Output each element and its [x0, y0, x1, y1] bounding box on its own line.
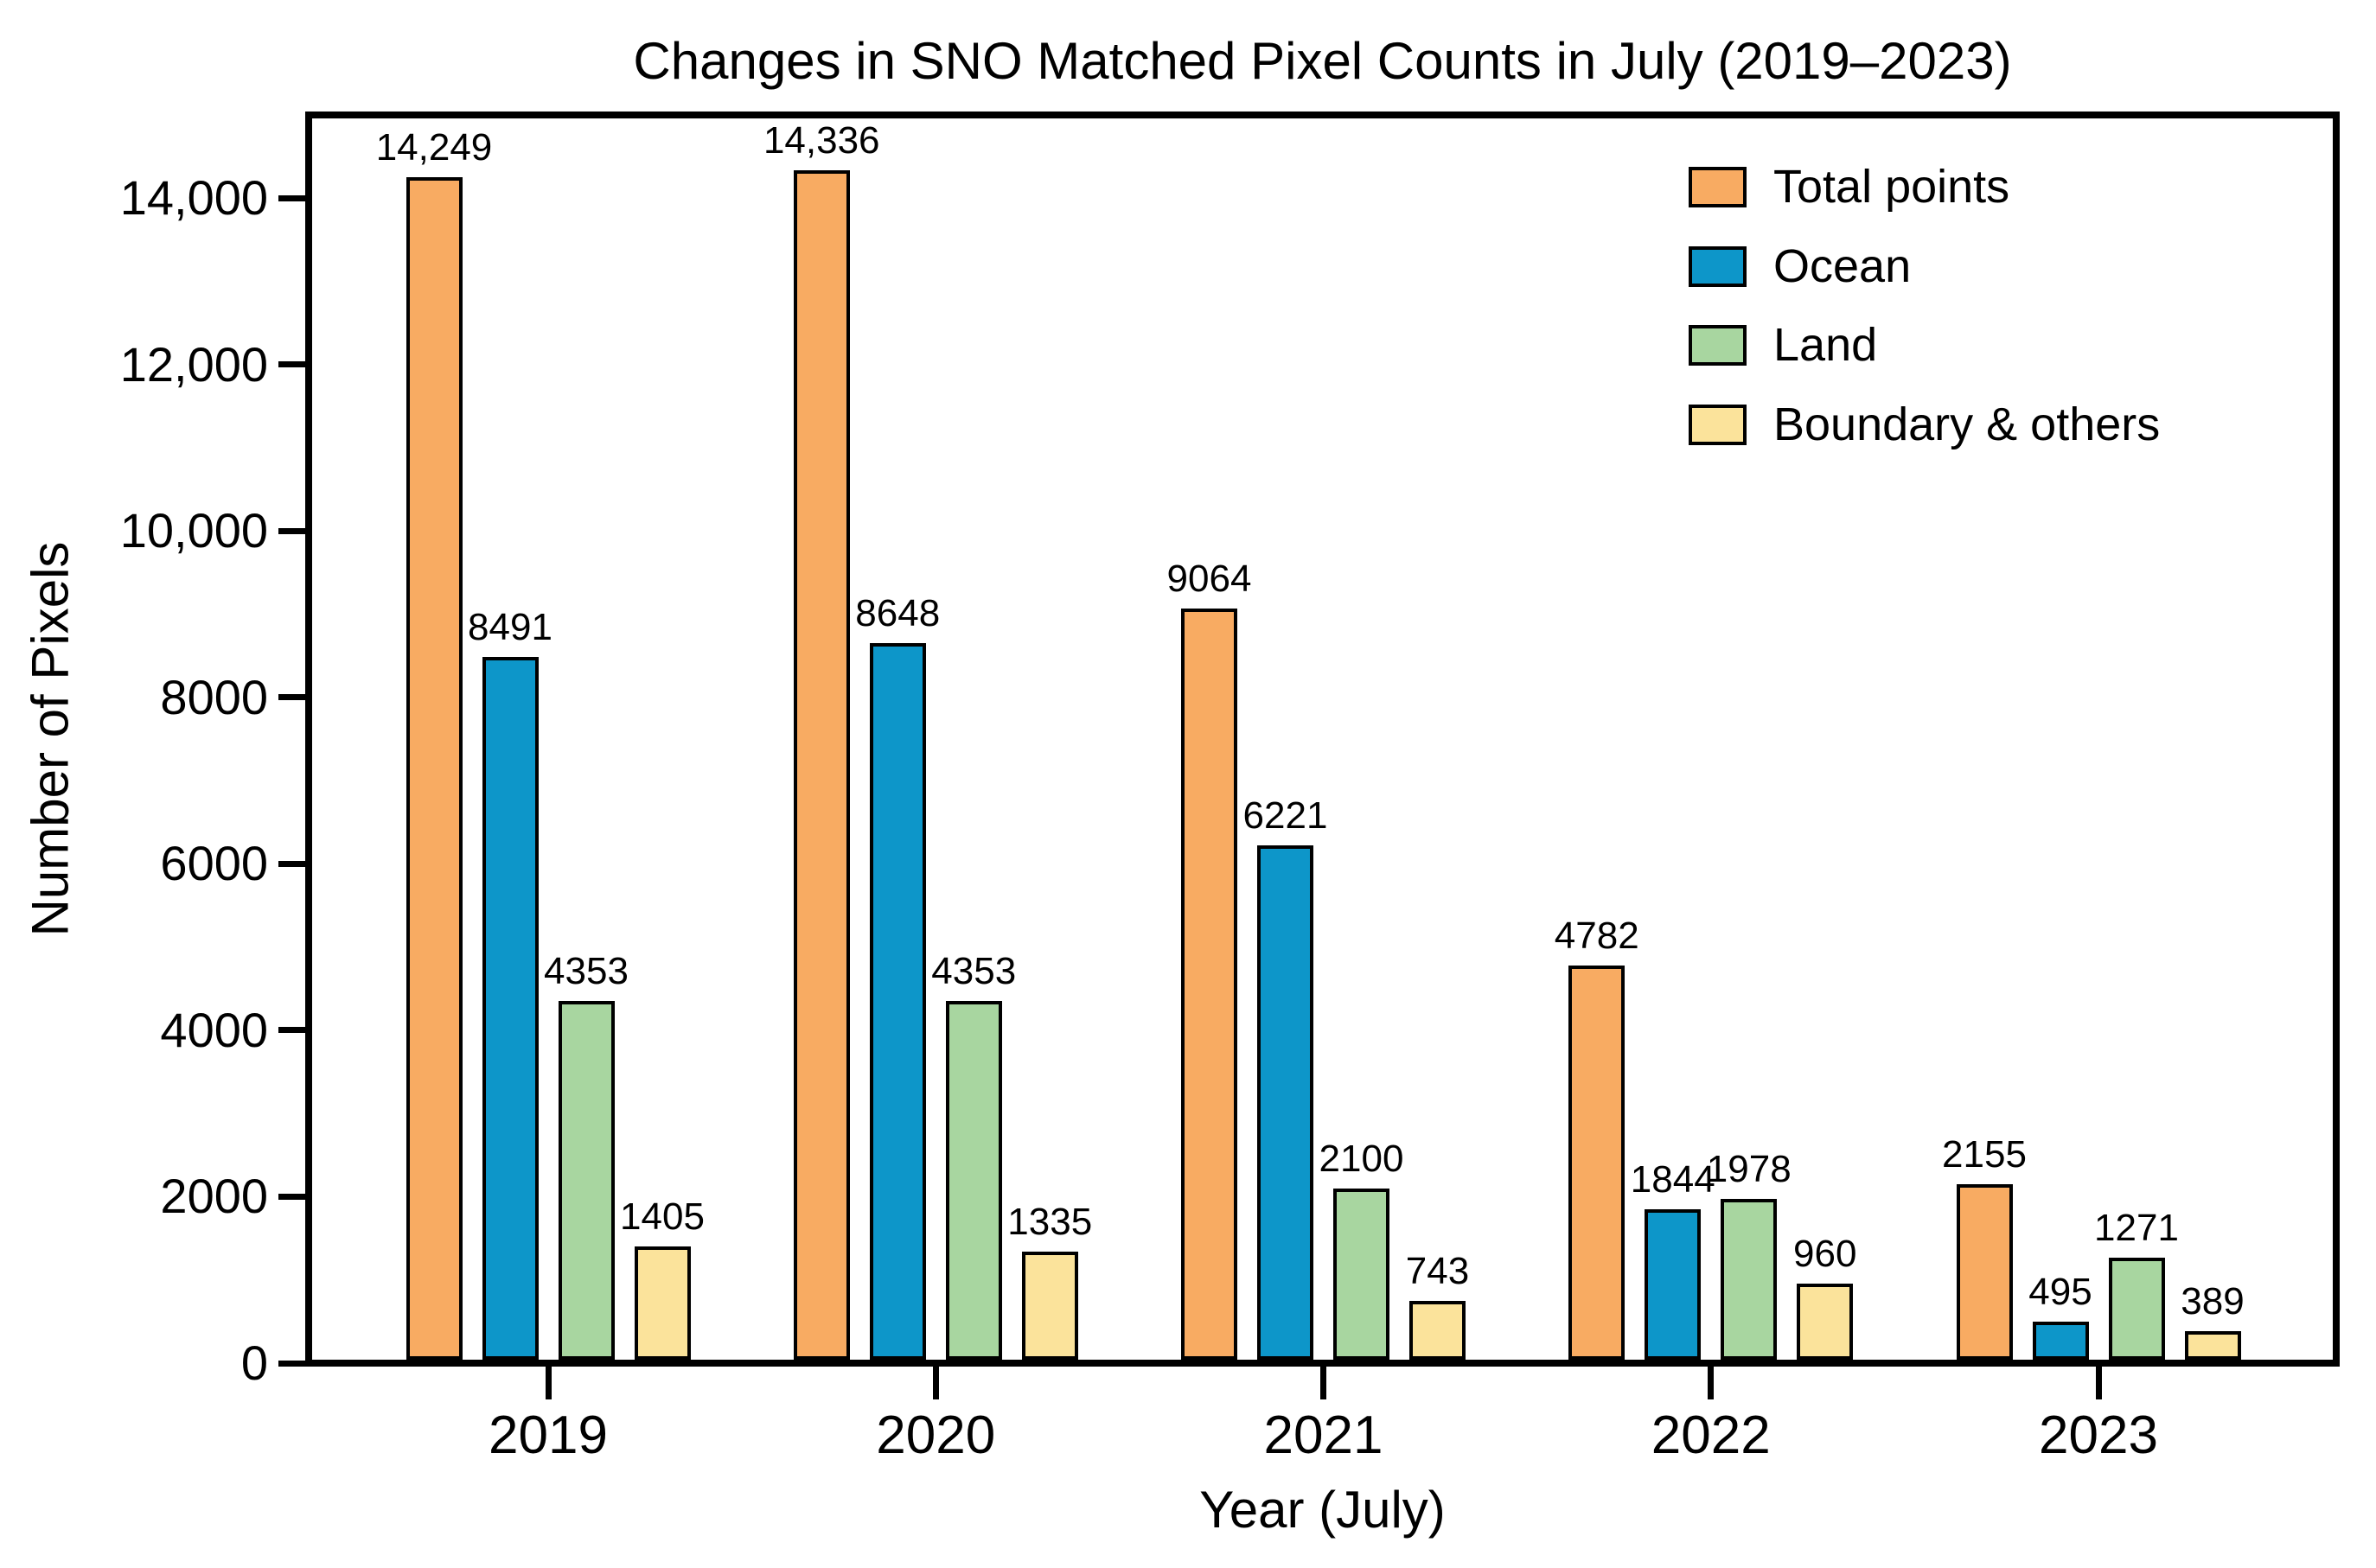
y-tick-label: 14,000: [119, 170, 268, 226]
bar-value-label: 4353: [931, 949, 1017, 992]
x-tick-mark: [2095, 1367, 2102, 1399]
x-tick-label: 2021: [1263, 1405, 1383, 1465]
plot-area: [305, 112, 2340, 1367]
bar-boundary-others-2023: [2184, 1330, 2241, 1360]
bar-total-points-2020: [793, 169, 850, 1360]
bar-value-label: 743: [1405, 1250, 1470, 1293]
bar-ocean-2020: [869, 643, 926, 1360]
chart-title: Changes in SNO Matched Pixel Counts in J…: [633, 32, 2012, 90]
bar-value-label: 2100: [1319, 1137, 1404, 1180]
y-tick-label: 12,000: [119, 336, 268, 392]
bar-boundary-others-2021: [1409, 1301, 1466, 1360]
bar-value-label: 1978: [1706, 1147, 1792, 1190]
y-tick-mark: [278, 194, 312, 201]
y-tick-mark: [278, 1027, 312, 1034]
bar-land-2021: [1333, 1188, 1389, 1360]
y-tick-mark: [278, 860, 312, 867]
bar-ocean-2019: [482, 656, 539, 1360]
legend-label-boundary-others: Boundary & others: [1773, 398, 2161, 450]
y-tick-mark: [278, 1360, 312, 1367]
legend-swatch-land: [1689, 325, 1747, 366]
y-tick-mark: [278, 1193, 312, 1200]
bar-boundary-others-2020: [1021, 1252, 1078, 1360]
x-tick-label: 2019: [489, 1405, 608, 1465]
y-tick-mark: [278, 527, 312, 534]
bar-land-2019: [558, 1000, 615, 1360]
x-tick-label: 2020: [876, 1405, 996, 1465]
x-tick-mark: [1320, 1367, 1326, 1399]
bar-value-label: 495: [2028, 1271, 2092, 1314]
y-tick-mark: [278, 361, 312, 368]
bar-ocean-2023: [2032, 1322, 2089, 1360]
legend-swatch-ocean: [1689, 245, 1747, 287]
bar-value-label: 14,249: [375, 126, 493, 169]
bar-value-label: 1844: [1630, 1158, 1715, 1201]
bar-value-label: 2155: [1942, 1132, 2027, 1176]
bar-land-2022: [1721, 1198, 1778, 1360]
bar-value-label: 8648: [855, 592, 941, 635]
y-tick-label: 8000: [160, 669, 268, 724]
bar-value-label: 4782: [1554, 914, 1639, 957]
x-tick-label: 2023: [2039, 1405, 2158, 1465]
y-tick-mark: [278, 694, 312, 701]
bar-land-2023: [2108, 1257, 2165, 1360]
bar-value-label: 8491: [468, 605, 552, 648]
y-tick-label: 6000: [160, 836, 268, 891]
legend-label-total-points: Total points: [1773, 161, 2010, 213]
legend-label-land: Land: [1773, 319, 1878, 371]
bar-value-label: 960: [1793, 1232, 1857, 1275]
x-tick-label: 2022: [1651, 1405, 1771, 1465]
x-axis-title: Year (July): [1199, 1481, 1446, 1539]
legend-label-ocean: Ocean: [1773, 239, 1912, 292]
bar-land-2020: [945, 1000, 1002, 1360]
bar-value-label: 4353: [544, 949, 629, 992]
bar-total-points-2023: [1956, 1183, 2013, 1360]
legend-swatch-boundary-others: [1689, 404, 1747, 445]
bar-value-label: 1405: [620, 1195, 705, 1238]
x-tick-mark: [932, 1367, 939, 1399]
bar-value-label: 14,336: [763, 118, 880, 162]
bar-value-label: 1271: [2094, 1206, 2179, 1249]
bar-value-label: 389: [2181, 1279, 2245, 1323]
y-tick-label: 4000: [160, 1002, 268, 1057]
legend-swatch-total-points: [1689, 167, 1747, 207]
y-tick-label: 0: [240, 1335, 268, 1390]
bar-total-points-2021: [1181, 609, 1237, 1360]
bar-value-label: 9064: [1166, 558, 1252, 601]
bar-total-points-2022: [1568, 965, 1626, 1360]
bar-boundary-others-2022: [1797, 1283, 1854, 1360]
x-tick-mark: [545, 1367, 552, 1399]
bar-value-label: 6221: [1242, 794, 1328, 838]
bar-total-points-2019: [406, 177, 463, 1360]
x-tick-mark: [1708, 1367, 1715, 1399]
bar-ocean-2021: [1257, 845, 1313, 1360]
y-tick-label: 10,000: [119, 503, 268, 558]
bar-boundary-others-2019: [634, 1246, 691, 1360]
y-tick-label: 2000: [160, 1169, 268, 1224]
bar-value-label: 1335: [1007, 1201, 1093, 1244]
bar-ocean-2022: [1645, 1209, 1702, 1360]
